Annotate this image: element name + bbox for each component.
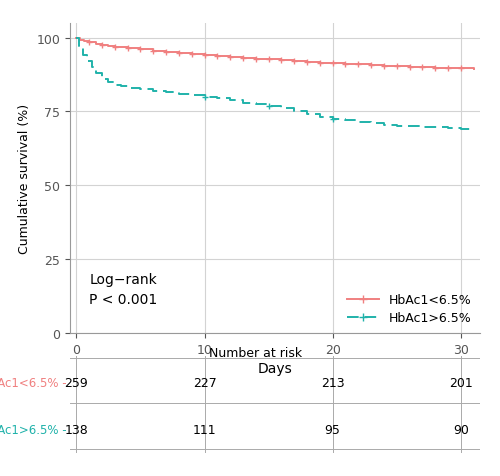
Text: 111: 111 [192, 423, 216, 436]
Legend: HbAc1<6.5%, HbAc1>6.5%: HbAc1<6.5%, HbAc1>6.5% [342, 288, 476, 329]
Text: Log−rank: Log−rank [89, 272, 157, 286]
Y-axis label: Cumulative survival (%): Cumulative survival (%) [18, 104, 31, 253]
Text: 95: 95 [324, 423, 340, 436]
Text: Number at risk: Number at risk [209, 347, 302, 360]
Text: 213: 213 [321, 376, 344, 389]
Text: HbAc1>6.5% -: HbAc1>6.5% - [0, 423, 66, 436]
X-axis label: Days: Days [258, 361, 292, 376]
Text: 201: 201 [449, 376, 472, 389]
Text: 90: 90 [453, 423, 468, 436]
Text: P < 0.001: P < 0.001 [89, 293, 158, 307]
Text: 227: 227 [192, 376, 216, 389]
Text: HbAc1<6.5% -: HbAc1<6.5% - [0, 376, 66, 389]
Text: 138: 138 [64, 423, 88, 436]
Text: 259: 259 [64, 376, 88, 389]
